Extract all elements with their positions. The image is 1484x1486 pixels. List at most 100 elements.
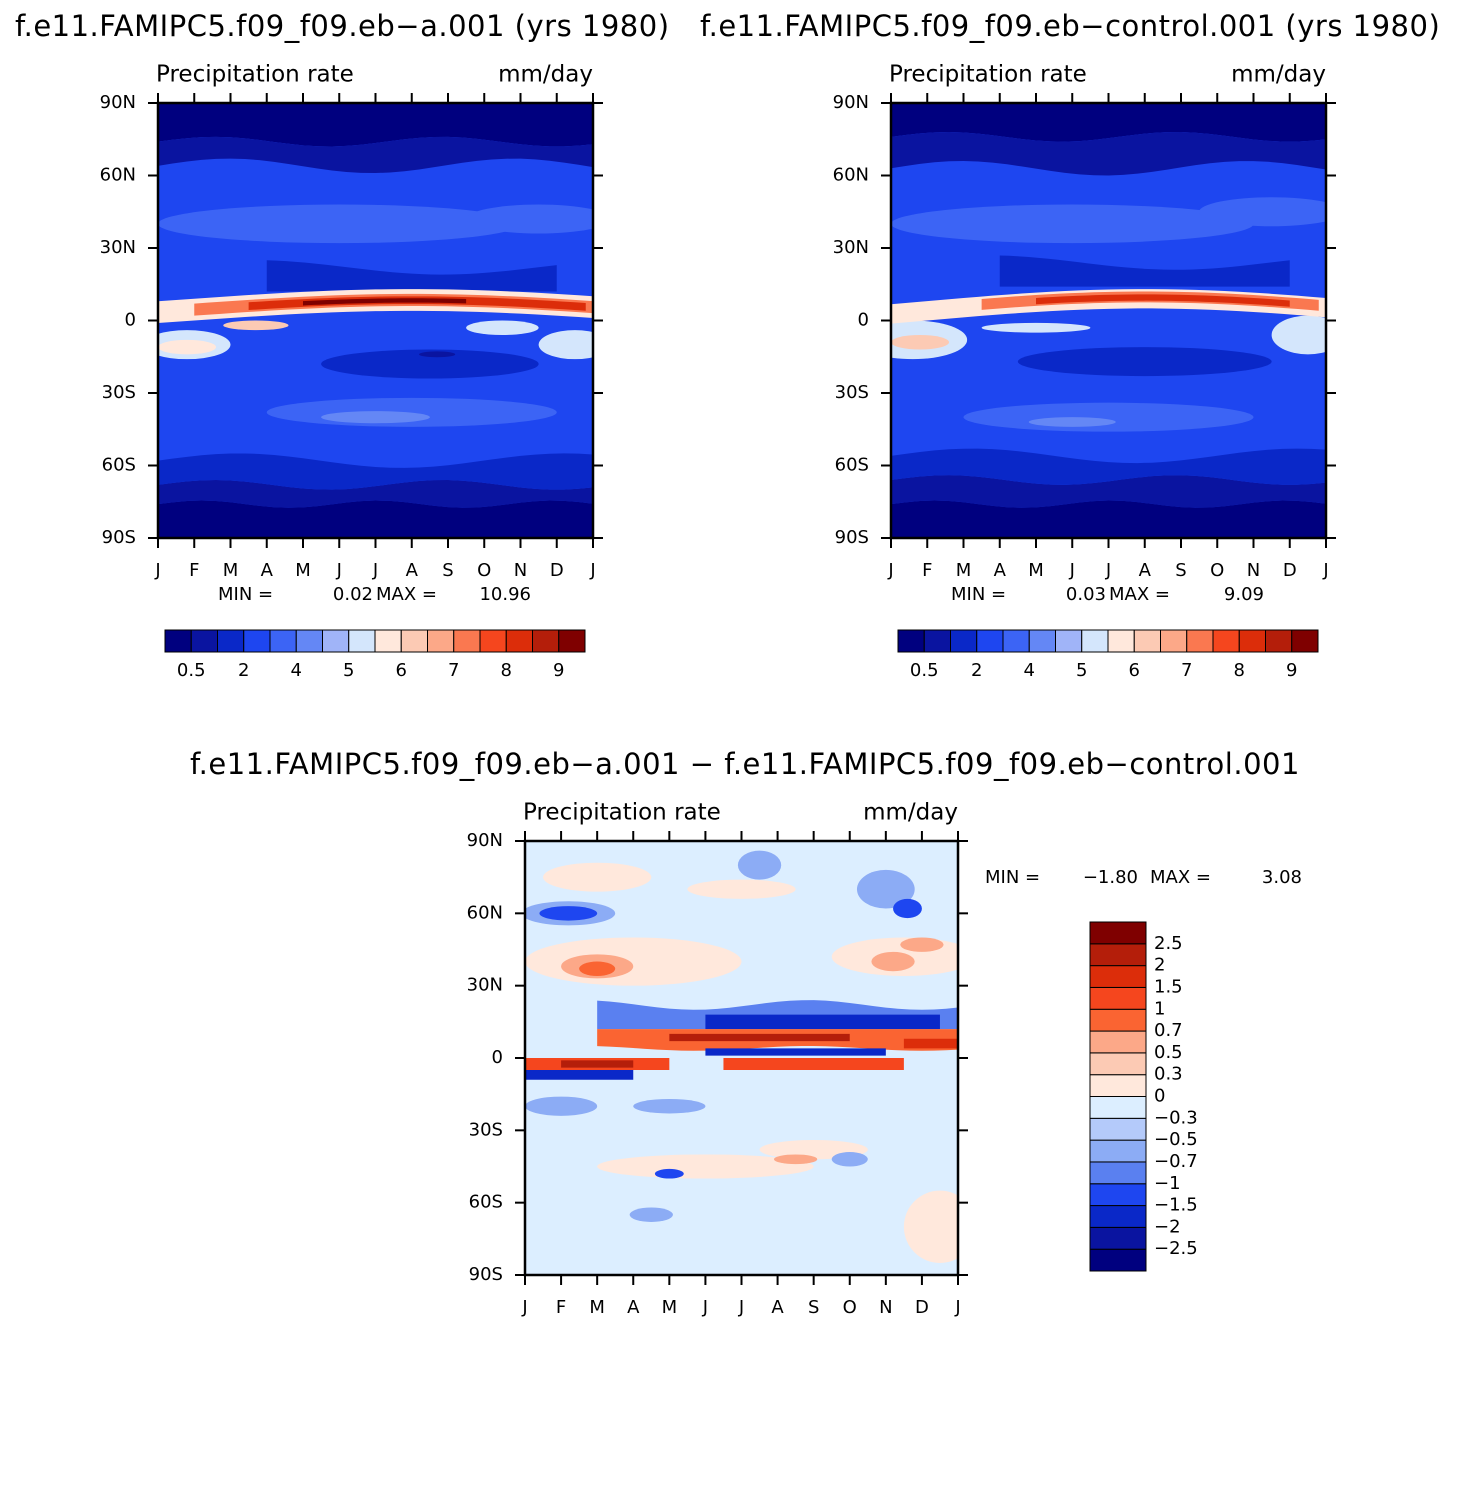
contour-fill — [687, 879, 796, 899]
colorbar-box — [1089, 1139, 1147, 1163]
y-tick-label: 90N — [467, 830, 503, 851]
contour-fill — [158, 136, 593, 174]
variable-name: Precipitation rate — [156, 62, 354, 88]
colorbar-box — [1089, 1074, 1147, 1097]
contour-fill — [158, 204, 521, 244]
colorbar-box — [400, 629, 428, 653]
x-tick-label: S — [808, 1297, 819, 1318]
x-tick-label: M — [223, 560, 239, 581]
x-tick-label: N — [1247, 560, 1260, 581]
colorbar-box — [1089, 1052, 1147, 1076]
contour-fill — [654, 1168, 684, 1179]
x-tick-label: J — [589, 560, 595, 581]
colorbar-box — [1089, 1030, 1147, 1054]
contour-fill — [737, 850, 782, 880]
colorbar-box — [1028, 629, 1056, 653]
contour-fill — [891, 500, 1326, 538]
x-tick-label: M — [589, 1297, 605, 1318]
colorbar-box — [532, 629, 560, 653]
variable-name: Precipitation rate — [523, 800, 721, 826]
contour-fill — [723, 1058, 904, 1071]
x-tick-label: N — [879, 1297, 892, 1318]
contour-fill — [419, 351, 456, 358]
stat-name: MIN = — [951, 584, 1006, 605]
colorbar-label: −0.5 — [1154, 1129, 1198, 1150]
colorbar-box — [243, 629, 271, 653]
stat-value: −1.80 — [1083, 867, 1138, 888]
colorbar-label: −1 — [1154, 1173, 1181, 1194]
contour-fill — [303, 298, 467, 306]
stat-name: MIN = — [985, 867, 1040, 888]
x-tick-label: J — [1322, 560, 1328, 581]
colorbar-box — [1186, 629, 1214, 653]
colorbar-box — [427, 629, 455, 653]
colorbar-label: 7 — [448, 660, 459, 681]
y-tick-label: 90S — [835, 527, 869, 548]
colorbar-label: −1.5 — [1154, 1195, 1198, 1216]
stat-name: MAX = — [376, 584, 437, 605]
stat-name: MAX = — [1109, 584, 1170, 605]
contour-fill — [856, 869, 915, 909]
x-tick-label: J — [154, 560, 160, 581]
contour-fill — [321, 411, 430, 424]
colorbar-box — [1089, 1205, 1147, 1228]
colorbar-box — [322, 629, 350, 653]
contour-field — [891, 103, 1326, 538]
colorbar-box — [348, 629, 376, 653]
plot-title: f.e11.FAMIPC5.f09_f09.eb−control.001 (yr… — [700, 9, 1440, 43]
colorbar-box — [269, 629, 297, 653]
contour-fill — [891, 103, 1326, 142]
stat-value: 9.09 — [1224, 584, 1264, 605]
contour-fill — [466, 204, 593, 234]
stat-value: 10.96 — [479, 584, 531, 605]
colorbar-label: 2 — [238, 660, 249, 681]
units: mm/day — [498, 62, 593, 88]
contour-fill — [831, 1152, 868, 1167]
colorbar-box — [976, 629, 1004, 653]
x-tick-label: J — [954, 1297, 960, 1318]
plot-title: f.e11.FAMIPC5.f09_f09.eb−a.001 − f.e11.F… — [190, 747, 1300, 781]
contour-fill — [893, 898, 922, 919]
colorbar-label: 6 — [396, 660, 407, 681]
contour-fill — [891, 475, 1326, 508]
contour-fill — [903, 1038, 958, 1049]
x-tick-label: D — [1283, 560, 1297, 581]
colorbar-label: 0 — [1154, 1086, 1165, 1107]
y-tick-label: 0 — [858, 310, 869, 331]
plot-title: f.e11.FAMIPC5.f09_f09.eb−a.001 (yrs 1980… — [15, 9, 670, 43]
contour-fill — [999, 255, 1290, 287]
contour-field — [525, 841, 958, 1275]
contour-fill — [891, 335, 949, 350]
y-tick-label: 30S — [835, 382, 869, 403]
contour-fill — [1199, 197, 1326, 227]
x-tick-label: J — [521, 1297, 527, 1318]
colorbar-label: −0.3 — [1154, 1107, 1198, 1128]
colorbar-box — [505, 629, 533, 653]
colorbar-label: 7 — [1181, 660, 1192, 681]
colorbar-box — [1089, 1183, 1147, 1207]
colorbar-box — [558, 629, 586, 653]
x-tick-label: J — [336, 560, 342, 581]
colorbar-label: 8 — [501, 660, 512, 681]
x-tick-label: O — [1210, 560, 1224, 581]
x-tick-label: M — [1028, 560, 1044, 581]
y-tick-label: 0 — [125, 310, 136, 331]
contour-fill — [538, 330, 593, 360]
x-tick-label: M — [956, 560, 972, 581]
y-tick-label: 60S — [469, 1192, 503, 1213]
x-tick-label: O — [477, 560, 491, 581]
colorbar-box — [190, 629, 218, 653]
x-tick-label: S — [1175, 560, 1186, 581]
colorbar-box — [1089, 1008, 1147, 1032]
colorbar-label: 2.5 — [1154, 933, 1183, 954]
colorbar-label: 9 — [553, 660, 564, 681]
colorbar-box — [1089, 1117, 1147, 1141]
contour-fill — [633, 1098, 706, 1114]
colorbar-label: 4 — [291, 660, 302, 681]
x-tick-label: J — [372, 560, 378, 581]
contour-fill — [525, 1070, 634, 1080]
x-tick-label: F — [922, 560, 932, 581]
contour-fill — [223, 320, 289, 331]
colorbar-label: 9 — [1286, 660, 1297, 681]
colorbar-box — [453, 629, 481, 653]
